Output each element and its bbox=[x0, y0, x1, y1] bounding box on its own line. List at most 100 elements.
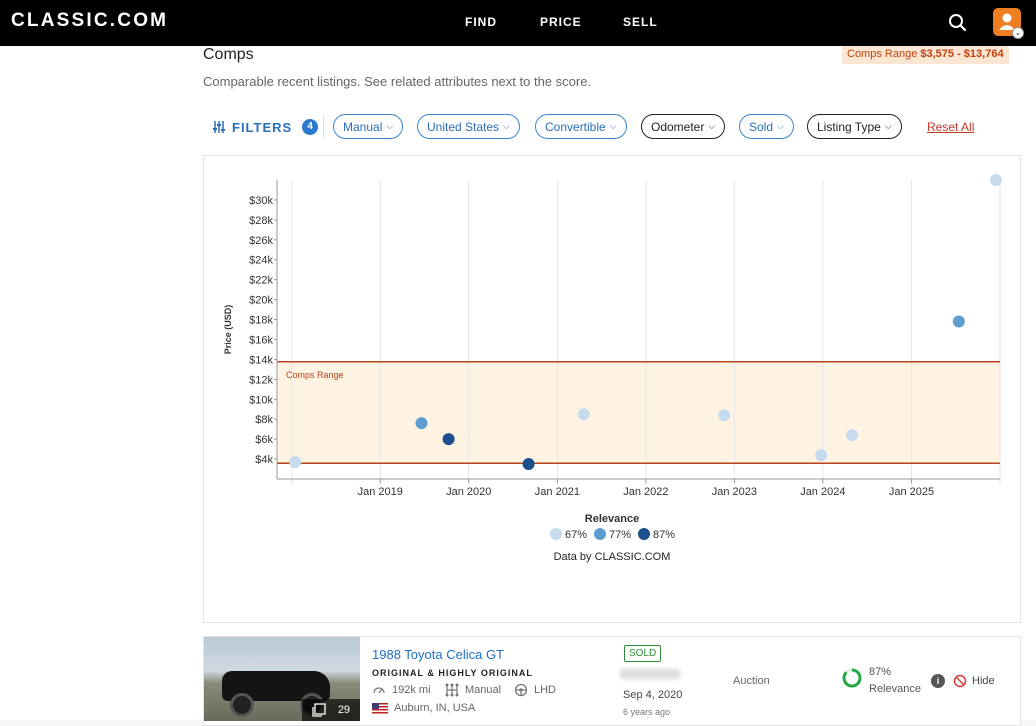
y-tick-label: $26k bbox=[249, 235, 273, 247]
filter-listing-type[interactable]: Listing Type ⌵ bbox=[807, 114, 902, 139]
sliders-icon bbox=[213, 121, 225, 133]
chevron-down-icon: ⌄ bbox=[1012, 27, 1024, 39]
legend-label: 67% bbox=[565, 529, 587, 541]
nav-price[interactable]: PRICE bbox=[540, 15, 582, 29]
chevron-down-icon: ⌵ bbox=[503, 121, 510, 131]
filter-body-style[interactable]: Convertible ⌵ bbox=[535, 114, 627, 139]
y-tick-label: $24k bbox=[249, 255, 273, 267]
y-tick-label: $4k bbox=[255, 454, 273, 466]
section-subtitle: Comparable recent listings. See related … bbox=[203, 74, 592, 89]
nav-find[interactable]: FIND bbox=[465, 15, 497, 29]
data-point[interactable] bbox=[415, 417, 428, 430]
data-point[interactable] bbox=[989, 174, 1002, 186]
x-tick-label: Jan 2022 bbox=[623, 486, 668, 498]
listing-title[interactable]: 1988 Toyota Celica GT bbox=[372, 647, 504, 662]
legend-label: 77% bbox=[609, 529, 631, 541]
legend-title: Relevance bbox=[585, 513, 639, 525]
x-tick-label: Jan 2021 bbox=[535, 486, 580, 498]
data-point[interactable] bbox=[718, 409, 731, 422]
photo-count: 29 bbox=[337, 704, 351, 716]
x-tick-label: Jan 2024 bbox=[800, 486, 845, 498]
listing-subtitle: ORIGINAL & HIGHLY ORIGINAL bbox=[372, 668, 533, 678]
chevron-down-icon: ⌵ bbox=[609, 121, 617, 131]
y-tick-label: $18k bbox=[249, 315, 273, 327]
y-tick-label: $16k bbox=[249, 334, 273, 346]
vertical-grid bbox=[291, 180, 1001, 485]
filters-button[interactable]: FILTERS 4 bbox=[212, 119, 319, 135]
data-point[interactable] bbox=[577, 408, 590, 421]
hidden-price[interactable] bbox=[620, 669, 680, 679]
info-icon[interactable]: i bbox=[931, 674, 945, 688]
sale-age: 6 years ago bbox=[623, 707, 671, 717]
y-tick-label: $12k bbox=[249, 374, 273, 386]
listing-photo[interactable]: 29 bbox=[204, 637, 360, 721]
nav-sell[interactable]: SELL bbox=[623, 15, 658, 29]
data-point[interactable] bbox=[442, 433, 455, 446]
speedometer-icon bbox=[373, 687, 385, 694]
y-tick-label: $6k bbox=[255, 434, 273, 446]
y-tick-label: $10k bbox=[249, 394, 273, 406]
sale-date: Sep 4, 2020 bbox=[623, 689, 683, 701]
legend-swatch bbox=[550, 528, 562, 540]
chevron-down-icon: ⌵ bbox=[884, 121, 892, 131]
chevron-down-icon: ⌵ bbox=[777, 121, 784, 131]
legend-swatch bbox=[638, 528, 650, 540]
y-tick-label: $22k bbox=[249, 275, 273, 287]
top-navigation-bar: CLASSIC.COM FIND PRICE SELL ⌄ bbox=[0, 0, 1036, 46]
sale-type: Auction bbox=[733, 675, 770, 687]
data-points bbox=[289, 174, 1002, 471]
data-point[interactable] bbox=[815, 449, 828, 462]
filter-country[interactable]: United States ⌵ bbox=[417, 114, 520, 139]
chevron-down-icon: ⌵ bbox=[386, 121, 394, 131]
relevance-percent: 87% bbox=[869, 666, 892, 678]
data-point[interactable] bbox=[846, 429, 859, 442]
hide-button[interactable]: Hide bbox=[953, 674, 995, 688]
us-flag-icon bbox=[372, 702, 388, 714]
filters-label: FILTERS bbox=[232, 119, 293, 135]
filter-sale-status[interactable]: Sold ⌵ bbox=[739, 114, 794, 139]
chevron-down-icon: ⌵ bbox=[708, 121, 716, 131]
y-tick-label: $30k bbox=[249, 195, 273, 207]
comps-chart-card: Comps Range $4k $6k $8k $10k $12k $14k $16k $18… bbox=[203, 155, 1021, 623]
x-tick-label: Jan 2025 bbox=[889, 486, 934, 498]
comps-range-band bbox=[277, 361, 1000, 464]
photo-count-badge: 29 bbox=[302, 699, 360, 721]
relevance-label: Relevance bbox=[869, 683, 921, 695]
steering-wheel-icon bbox=[514, 683, 528, 697]
filter-transmission[interactable]: Manual ⌵ bbox=[333, 114, 404, 139]
y-tick-label: $14k bbox=[249, 354, 273, 366]
listing-location: Auburn, IN, USA bbox=[372, 702, 475, 714]
x-axis-ticks: Jan 2019 Jan 2020 Jan 2021 Jan 2022 Jan 2023… bbox=[358, 479, 934, 498]
y-tick-label: $28k bbox=[249, 215, 273, 227]
comps-range-value: $3,575 - $13,764 bbox=[920, 48, 1004, 60]
listing-card[interactable]: 29 1988 Toyota Celica GT ORIGINAL & HIGH… bbox=[203, 636, 1021, 726]
legend-swatch bbox=[594, 528, 606, 540]
filter-odometer[interactable]: Odometer ⌵ bbox=[641, 114, 726, 139]
sold-status-badge: SOLD bbox=[624, 645, 662, 662]
user-avatar-button[interactable]: ⌄ bbox=[993, 8, 1024, 39]
y-axis-ticks: $4k $6k $8k $10k $12k $14k $16k $18k $20k $22k $24… bbox=[249, 195, 277, 466]
relevance-legend: 67% 77% 87% bbox=[550, 528, 675, 541]
transmission-spec: Manual bbox=[445, 683, 501, 697]
search-icon[interactable] bbox=[947, 12, 969, 34]
data-point[interactable] bbox=[289, 456, 302, 469]
data-point[interactable] bbox=[952, 315, 965, 328]
y-tick-label: $8k bbox=[255, 414, 273, 426]
legend-label: 87% bbox=[653, 529, 675, 541]
y-tick-label: $20k bbox=[249, 295, 273, 307]
relevance-ring-icon bbox=[842, 668, 862, 688]
y-axis-label: Price (USD) bbox=[223, 305, 233, 355]
comps-range-chart-label: Comps Range bbox=[286, 370, 344, 380]
data-point[interactable] bbox=[522, 458, 535, 471]
comps-scatter-chart: Comps Range $4k $6k $8k $10k $12k $14k $16k $18… bbox=[223, 174, 1002, 563]
section-title: Comps bbox=[203, 46, 254, 63]
main-content: Comps Comparable recent listings. See re… bbox=[0, 46, 1036, 726]
x-tick-label: Jan 2019 bbox=[358, 486, 403, 498]
site-logo[interactable]: CLASSIC.COM bbox=[11, 10, 169, 31]
comps-range-badge: Comps Range $3,575 - $13,764 bbox=[842, 46, 1009, 64]
gallery-icon bbox=[312, 703, 326, 717]
filter-divider bbox=[323, 116, 324, 138]
hide-icon bbox=[953, 674, 967, 688]
reset-all-link[interactable]: Reset All bbox=[927, 120, 975, 134]
x-tick-label: Jan 2020 bbox=[446, 486, 491, 498]
